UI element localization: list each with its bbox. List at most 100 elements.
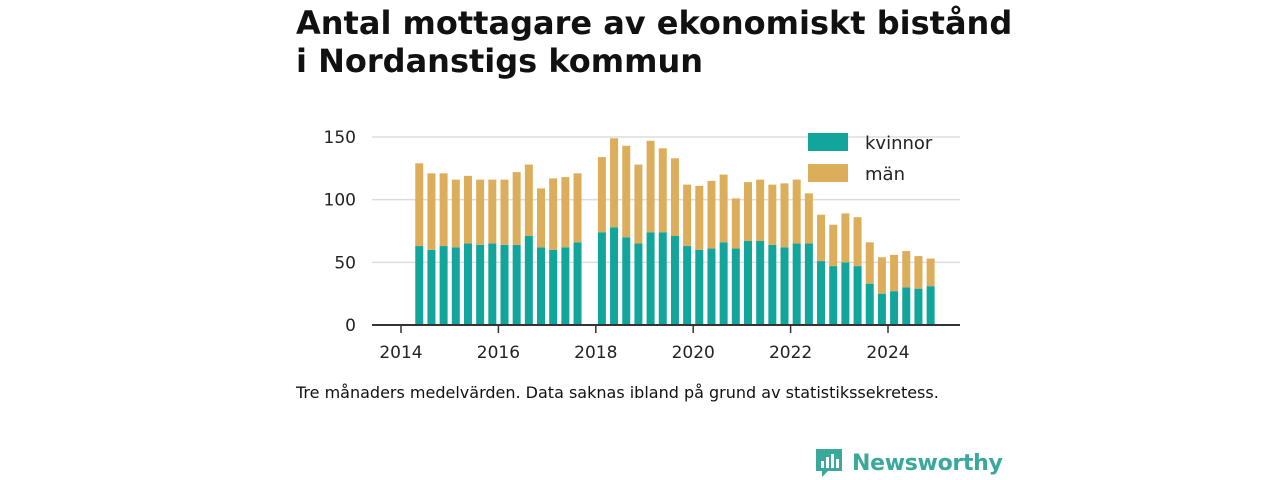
bar-man [415, 163, 424, 247]
bar-kvinnor [646, 232, 655, 325]
bar-man [524, 164, 533, 237]
bar-man [853, 217, 862, 267]
bar-man [804, 193, 813, 244]
bar-man [634, 164, 643, 244]
bar-man [865, 242, 874, 284]
bar-kvinnor [634, 243, 643, 325]
bar-man [573, 173, 582, 243]
bar-kvinnor [597, 232, 606, 325]
bar-man [488, 179, 497, 244]
bar-man [877, 257, 886, 294]
bar-kvinnor [415, 246, 424, 325]
stacked-bar-chart: 0 50 100 150 2014 2016 2018 2020 2022 2024 kvinn… [324, 128, 960, 363]
x-tick-label: 2016 [477, 343, 520, 363]
bar-kvinnor [719, 242, 728, 325]
bar-man [597, 157, 606, 233]
bar-kvinnor [610, 227, 619, 325]
x-tick-label: 2014 [379, 343, 422, 363]
bar-kvinnor [463, 243, 472, 325]
chart-title-line-2: i Nordanstigs kommun [296, 42, 703, 80]
legend-label: kvinnor [865, 133, 933, 154]
bar-kvinnor [488, 243, 497, 325]
bar-kvinnor [537, 247, 546, 325]
y-axis-ticks: 0 50 100 150 [324, 128, 356, 336]
bar-man [743, 182, 752, 242]
bar-kvinnor [622, 237, 631, 325]
bar-kvinnor [877, 293, 886, 325]
bar-man [902, 251, 911, 288]
bar-kvinnor [683, 246, 692, 325]
y-tick-label: 150 [324, 128, 356, 148]
bar-kvinnor [926, 286, 935, 325]
bar-kvinnor [817, 261, 826, 325]
bar-kvinnor [573, 242, 582, 325]
bar-man [914, 256, 923, 289]
chart-caption: Tre månaders medelvärden. Data saknas ib… [296, 383, 939, 402]
bar-kvinnor [804, 243, 813, 325]
bar-kvinnor [500, 244, 509, 325]
chart-title-line-1: Antal mottagare av ekonomiskt bistånd [296, 4, 1013, 42]
y-tick-label: 0 [345, 316, 356, 336]
bar-kvinnor [756, 241, 765, 325]
newsworthy-logo-icon [816, 449, 842, 477]
bar-kvinnor [707, 248, 716, 325]
chart-title: Antal mottagare av ekonomiskt bistånd i … [296, 4, 1016, 80]
x-tick-label: 2022 [769, 343, 812, 363]
legend-label: män [865, 164, 905, 185]
y-tick-label: 50 [334, 253, 356, 273]
bar-kvinnor [731, 248, 740, 325]
bar-man [817, 214, 826, 262]
bar-kvinnor [853, 266, 862, 325]
bar-kvinnor [451, 247, 460, 325]
bar-kvinnor [658, 232, 667, 325]
bar-man [670, 158, 679, 237]
bar-kvinnor [792, 243, 801, 325]
bar-man [719, 174, 728, 243]
bar-kvinnor [768, 244, 777, 325]
x-tick-label: 2018 [574, 343, 617, 363]
bar-kvinnor [743, 241, 752, 325]
legend-swatch [808, 164, 848, 182]
bar-man [427, 173, 436, 250]
bar-man [780, 183, 789, 248]
bar-man [829, 224, 838, 267]
bar-kvinnor [695, 249, 704, 325]
bar-kvinnor [841, 262, 850, 325]
bar-man [439, 173, 448, 247]
x-axis-ticks: 2014 2016 2018 2020 2022 2024 [379, 325, 910, 363]
bar-man [512, 172, 521, 245]
legend-swatch [808, 133, 848, 151]
bar-man [890, 254, 899, 292]
bar-kvinnor [524, 236, 533, 325]
legend: kvinnor män [808, 133, 933, 185]
bar-man [549, 178, 558, 250]
bar-man [683, 184, 692, 247]
bar-kvinnor [512, 244, 521, 325]
bars [415, 138, 935, 325]
bar-man [500, 179, 509, 245]
bar-kvinnor [561, 247, 570, 325]
bar-man [707, 180, 716, 249]
bar-kvinnor [780, 247, 789, 325]
bar-kvinnor [439, 246, 448, 325]
brand-name: Newsworthy [852, 450, 1003, 476]
bar-kvinnor [902, 287, 911, 325]
bar-kvinnor [829, 266, 838, 325]
bar-man [768, 184, 777, 245]
brand-logo: Newsworthy [814, 446, 1003, 480]
bar-man [841, 213, 850, 263]
bar-man [561, 177, 570, 248]
bar-kvinnor [476, 244, 485, 325]
y-tick-label: 100 [324, 191, 356, 211]
x-tick-label: 2024 [866, 343, 909, 363]
bar-man [756, 179, 765, 242]
bar-kvinnor [865, 283, 874, 325]
bar-man [476, 179, 485, 245]
bar-man [731, 198, 740, 249]
bar-man [926, 258, 935, 287]
bar-man [451, 179, 460, 248]
bar-man [610, 138, 619, 228]
bar-man [537, 188, 546, 248]
bar-kvinnor [670, 236, 679, 325]
bar-man [658, 148, 667, 233]
